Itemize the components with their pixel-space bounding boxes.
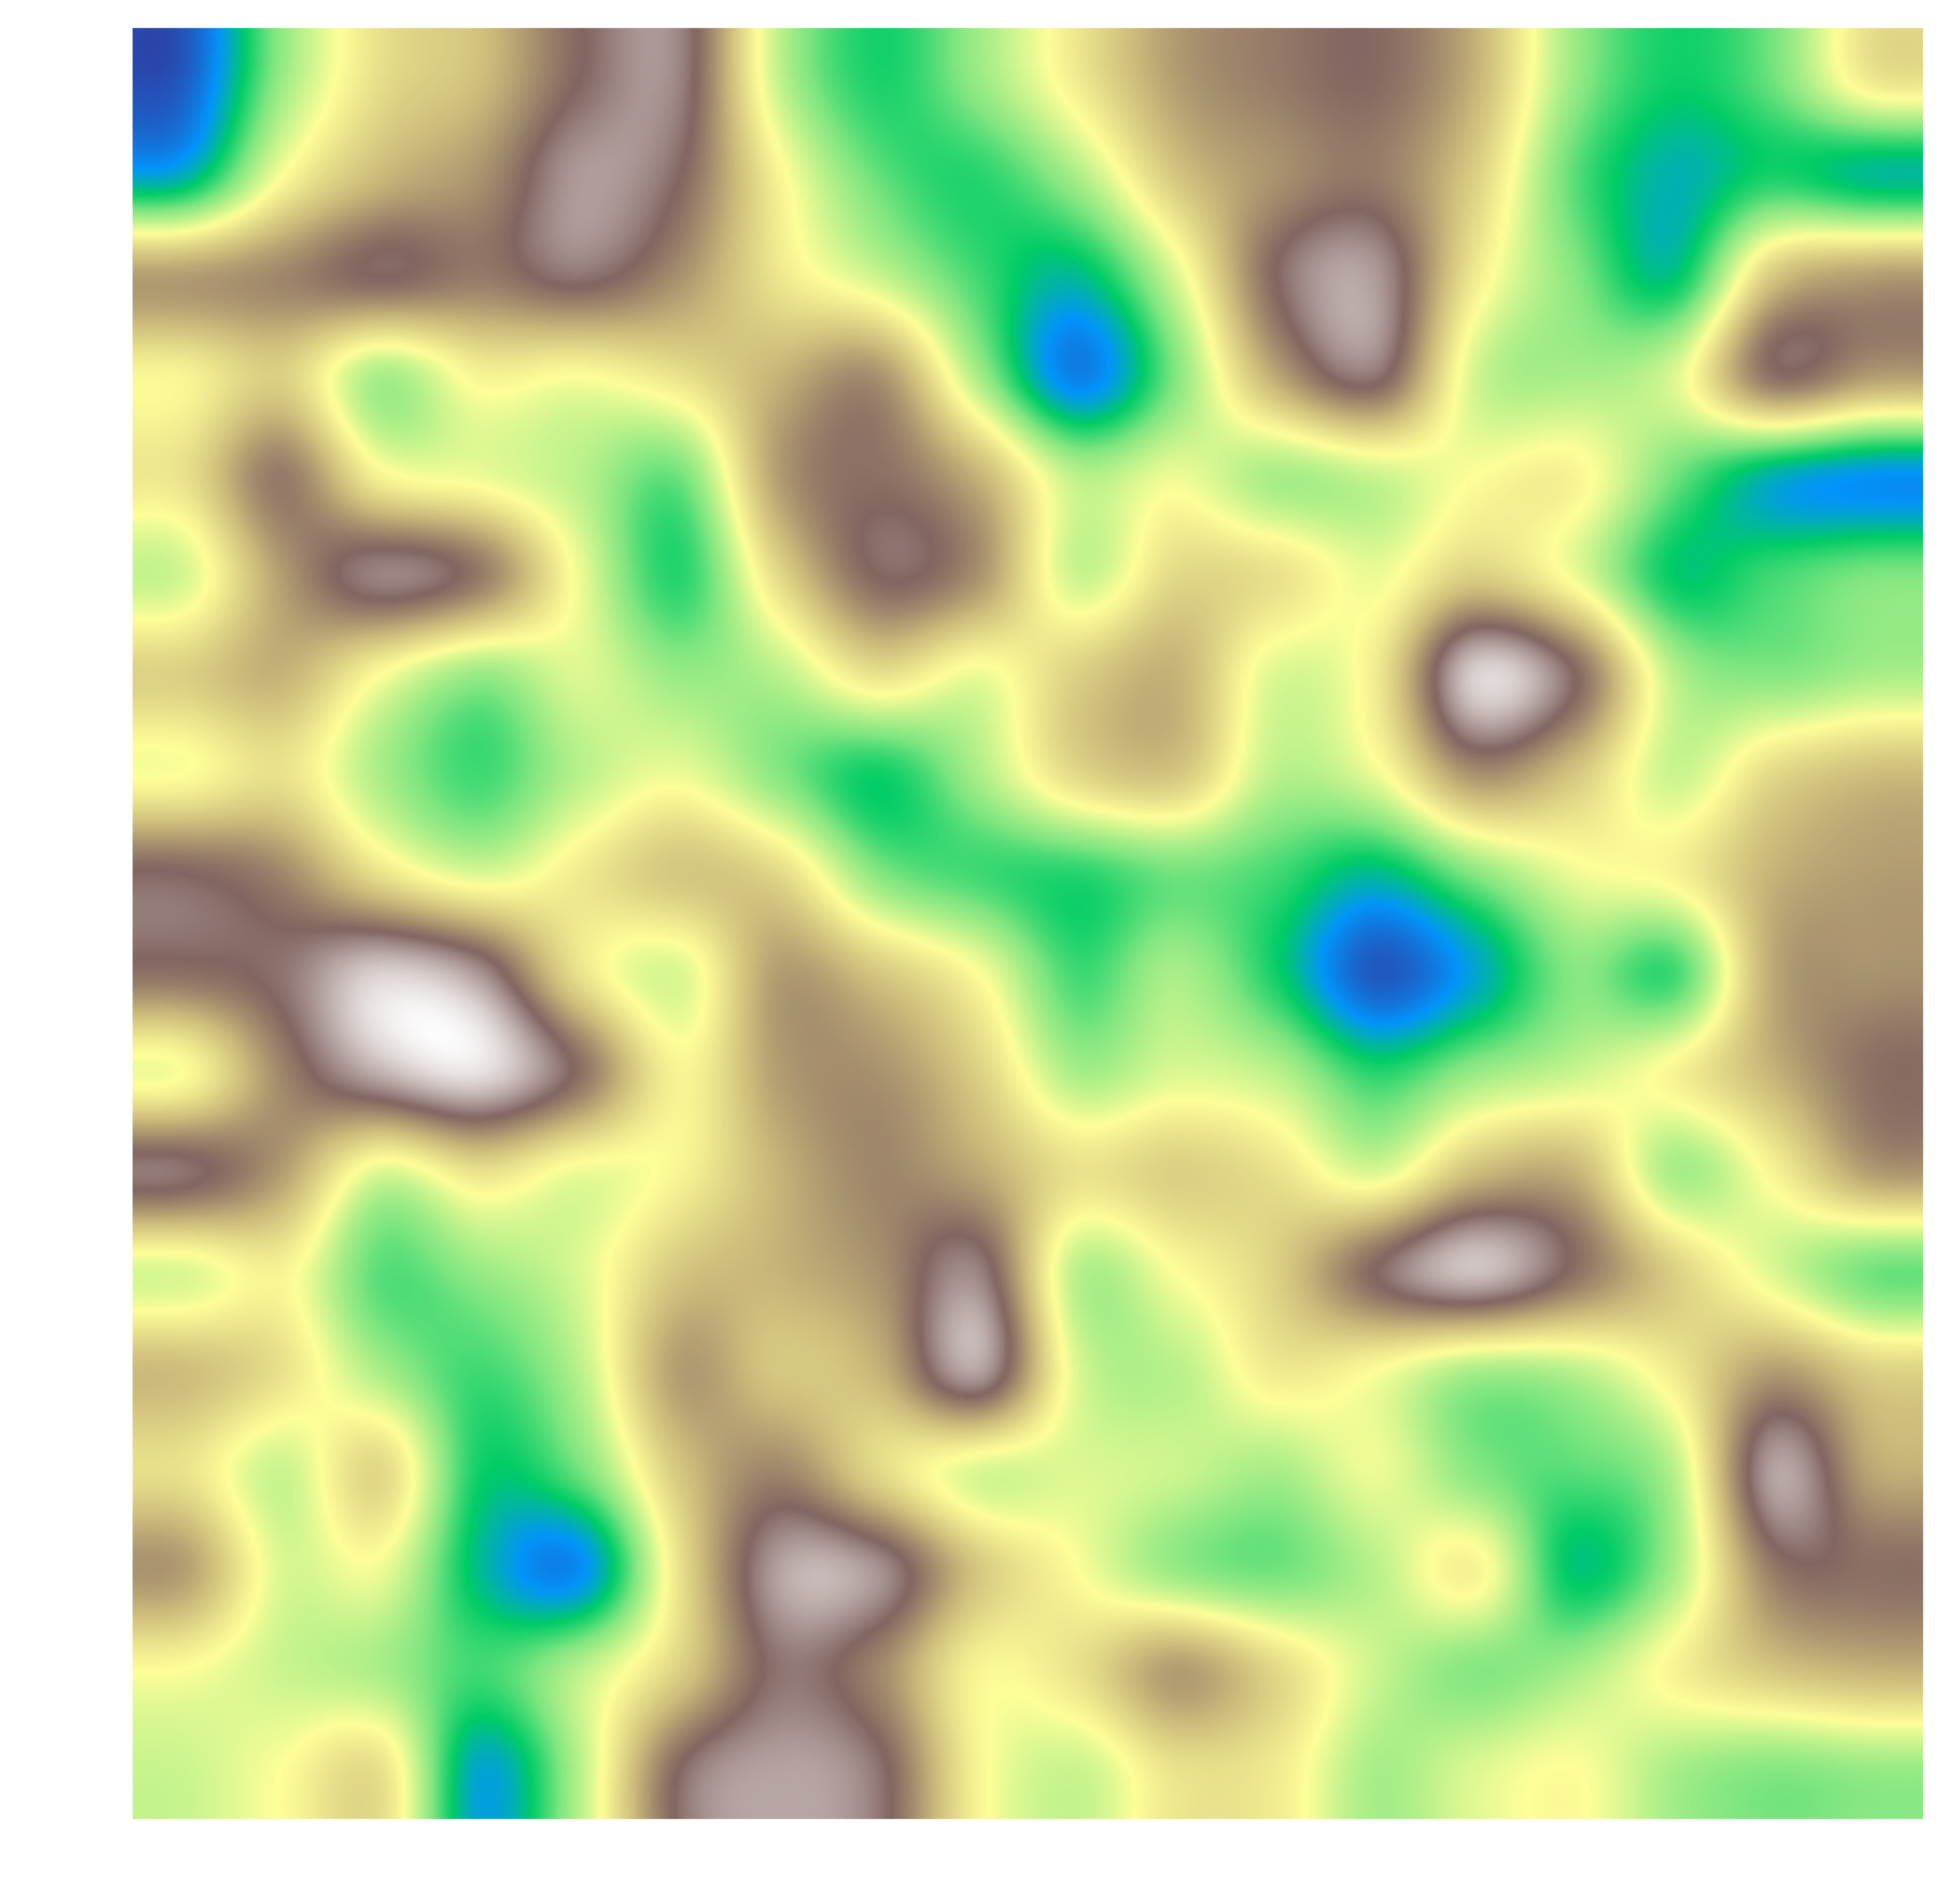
heatmap-canvas (0, 0, 1939, 1904)
